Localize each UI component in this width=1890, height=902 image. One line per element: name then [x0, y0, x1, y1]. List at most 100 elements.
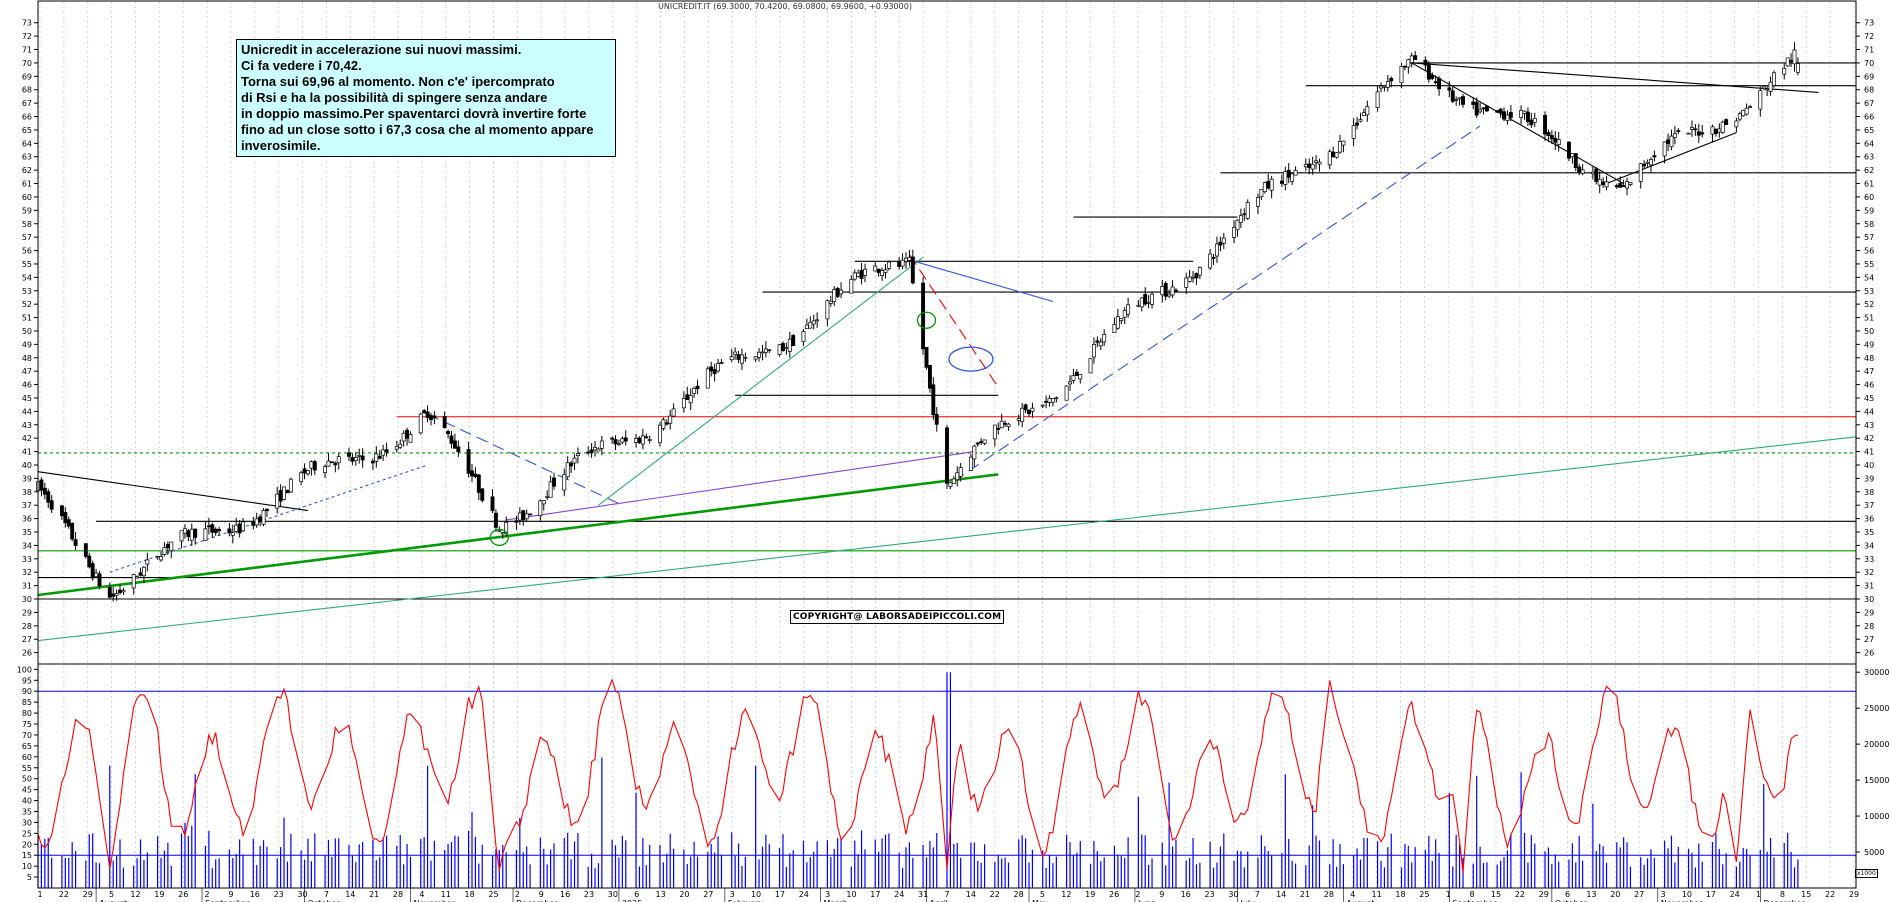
candle-body [808, 321, 813, 329]
candle-body [1652, 155, 1657, 158]
candle-body [377, 455, 382, 459]
candle-body [1724, 119, 1729, 126]
week-tick-label: 10 [751, 890, 761, 899]
price-tick-label: 57 [1864, 233, 1874, 242]
rsi-tick-label: 20 [22, 840, 32, 849]
candle-body [849, 279, 854, 294]
candle-body [927, 364, 932, 389]
candle-body [1327, 151, 1332, 166]
candle-body [135, 576, 140, 579]
candle-body [1361, 112, 1366, 117]
candle-body [1638, 163, 1643, 182]
price-tick-label: 31 [22, 582, 32, 591]
price-tick-label: 38 [1864, 488, 1874, 497]
week-tick-label: 20 [1610, 890, 1620, 899]
candle-body [886, 261, 891, 269]
candle-body [1030, 407, 1035, 412]
candle-body [1413, 55, 1418, 60]
candle-body [141, 566, 146, 577]
candle-body [1266, 181, 1271, 189]
price-tick-label: 36 [22, 515, 32, 524]
candle-body [1382, 85, 1387, 88]
candle-body [695, 385, 700, 390]
week-tick-label: 22 [990, 890, 1000, 899]
rsi-tick-label: 75 [22, 720, 32, 729]
candle-body [241, 521, 245, 532]
trendline [109, 464, 428, 573]
candle-body [1379, 85, 1383, 89]
candle-body [302, 468, 307, 474]
candle-body [1314, 160, 1319, 163]
candle-body [1522, 110, 1527, 114]
candle-body [552, 477, 556, 487]
price-tick-label: 61 [1864, 180, 1874, 189]
price-tick-label: 45 [1864, 394, 1874, 403]
rsi-tick-label: 70 [22, 731, 32, 740]
trendline [427, 413, 623, 506]
week-tick-label: 5 [109, 890, 114, 899]
candle-body [934, 414, 939, 425]
price-tick-label: 73 [1864, 19, 1874, 28]
price-tick-label: 43 [1864, 421, 1874, 430]
week-tick-label: 14 [345, 890, 355, 899]
candle-body [1590, 171, 1595, 175]
candle-body [996, 428, 1001, 430]
rsi-tick-label: 50 [22, 775, 32, 784]
price-tick-label: 60 [1864, 193, 1874, 202]
price-tick-label: 34 [22, 541, 32, 550]
candle-body [1693, 128, 1698, 131]
candle-body [910, 256, 915, 284]
week-tick-label: 28 [393, 890, 403, 899]
candle-body [586, 451, 591, 454]
week-tick-label: 5 [1040, 890, 1045, 899]
note-line: di Rsi e ha la possibilità di spingere s… [241, 90, 548, 105]
week-tick-label: 9 [539, 890, 544, 899]
candle-body [230, 532, 235, 536]
price-tick-label: 30 [1864, 595, 1874, 604]
candle-body [931, 384, 936, 416]
price-tick-label: 64 [22, 139, 32, 148]
rsi-tick-label: 95 [22, 676, 32, 685]
price-tick-label: 59 [22, 206, 32, 215]
candle-body [1748, 106, 1753, 108]
candle-body [760, 351, 765, 354]
candle-body [179, 530, 184, 542]
candle-body [733, 351, 738, 355]
candle-body [787, 338, 792, 352]
candle-body [1074, 371, 1079, 376]
price-tick-label: 43 [22, 421, 32, 430]
candle-body [1194, 273, 1199, 279]
week-tick-label: 12 [1061, 890, 1071, 899]
candle-body [839, 289, 844, 295]
candle-body [709, 366, 714, 372]
candle-body [1409, 55, 1414, 63]
candle-body [599, 440, 604, 449]
candle-body [1115, 316, 1120, 329]
candle-body [418, 413, 423, 434]
candle-body [1259, 188, 1264, 197]
week-tick-label: 4 [419, 890, 424, 899]
week-tick-label: 22 [1825, 890, 1835, 899]
week-tick-label: 9 [1159, 890, 1164, 899]
candle-body [907, 257, 912, 261]
candle-body [1020, 407, 1025, 422]
candle-body [350, 457, 355, 462]
candle-body [1269, 178, 1274, 191]
candle-body [1454, 99, 1459, 101]
week-tick-label: 25 [488, 890, 498, 899]
candle-body [1782, 67, 1787, 75]
candle-body [538, 500, 543, 516]
candle-body [323, 466, 328, 474]
month-label: September [1452, 899, 1497, 902]
candle-body [1604, 181, 1609, 188]
volume-tick-label: 10000 [1864, 812, 1889, 821]
candle-body [692, 388, 697, 394]
price-tick-label: 44 [1864, 407, 1874, 416]
candle-body [401, 432, 406, 442]
candle-body [852, 272, 857, 280]
candle-body [1303, 164, 1308, 168]
candle-body [206, 525, 211, 528]
week-tick-label: 10 [1682, 890, 1692, 899]
month-label: May [1032, 899, 1049, 902]
